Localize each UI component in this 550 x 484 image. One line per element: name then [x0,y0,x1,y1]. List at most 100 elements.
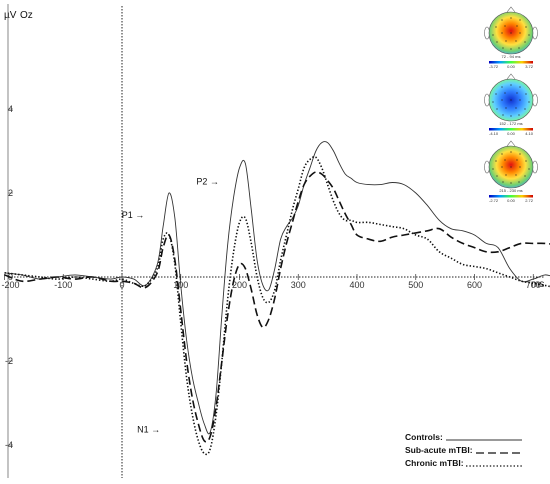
topo-electrode [519,32,521,34]
x-tick-label: 200 [232,280,247,290]
topo-scale-label: 0.00 [507,131,516,136]
topo-electrode [510,166,512,168]
topo-electrode [510,17,512,19]
x-tick-label: 500 [408,280,423,290]
topo-electrode [510,48,512,50]
topo-map: 152 - 172 ms-4.10 0.00 4.10 [484,73,538,136]
peak-label: N1 → [137,424,160,434]
topo-electrode [505,107,507,109]
topo-electrode [525,26,527,28]
topo-electrode [492,168,494,170]
topo-electrode [518,47,520,49]
topo-electrode [518,181,520,183]
series-line-2 [4,171,550,443]
y-tick-label: 2 [8,188,13,198]
topo-electrode [510,115,512,117]
topo-electrode [515,107,517,109]
topo-scale-label: 2.72 [525,198,534,203]
x-tick-label: 300 [291,280,306,290]
y-unit-label: µV [4,10,17,21]
topo-electrode [496,175,498,177]
series-lines [4,141,550,456]
x-tick-label: 700 [526,280,541,290]
x-tick-label: 600 [467,280,482,290]
topo-scale-label: 0.00 [507,64,516,69]
topo-electrode [501,166,503,168]
topo-electrode [495,160,497,162]
topo-scale-label: 4.10 [525,131,534,136]
topographic-maps: 72 - 94 ms-3.72 0.00 3.72 152 - 172 ms-4.10… [484,6,538,203]
topo-electrode [515,40,517,42]
topo-color-scale [489,195,533,198]
topo-electrode [501,99,503,101]
topo-electrode [501,86,503,88]
x-tick-label: 400 [349,280,364,290]
topo-electrode [519,86,521,88]
topo-electrode [519,19,521,21]
topo-map: 215 - 230 ms-2.72 0.00 2.72 [484,140,538,203]
x-unit-label: ms [531,279,544,290]
topo-electrode [505,40,507,42]
topo-scale-label: -3.72 [489,64,499,69]
topo-electrode [502,114,504,116]
topo-electrode [516,92,518,94]
topo-electrode [519,166,521,168]
y-tick-label: -4 [5,440,13,450]
peak-label: P1 → [122,210,145,220]
topo-scale-label: -4.10 [489,131,499,136]
x-tick-label: -200 [1,280,19,290]
topo-electrode [516,25,518,27]
topo-electrode [525,160,527,162]
topo-electrode [528,168,530,170]
legend-entry-label: Chronic mTBI: [405,458,464,468]
topo-electrode [496,108,498,110]
series-line-1 [4,141,550,435]
topo-electrode [505,174,507,176]
topo-electrode [501,19,503,21]
x-tick-label: -100 [54,280,72,290]
topo-electrode [528,34,530,36]
topo-electrode [516,159,518,161]
y-tick-label: -2 [5,356,13,366]
topo-electrode [504,92,506,94]
legend-entry-label: Sub-acute mTBI: [405,445,473,455]
topo-electrode [501,153,503,155]
topo-electrode [515,174,517,176]
topo-electrode [504,25,506,27]
topo-electrode [510,151,512,153]
topo-nose [506,73,516,80]
topo-color-scale [489,128,533,131]
topo-electrode [518,114,520,116]
topo-nose [506,140,516,147]
topo-caption: 152 - 172 ms [499,121,522,126]
peak-label: P2 → [196,177,219,187]
topo-scale-label: -2.72 [489,198,499,203]
topo-scale-label: 3.72 [525,64,534,69]
topo-electrode [510,84,512,86]
topo-color-scale [489,61,533,64]
topo-electrode [496,41,498,43]
topo-electrode [510,99,512,101]
topo-electrode [525,93,527,95]
topo-electrode [519,99,521,101]
topo-caption: 215 - 230 ms [499,188,522,193]
topo-electrode [510,182,512,184]
topo-electrode [524,108,526,110]
axes [7,4,544,478]
topo-scale-label: 0.00 [507,198,516,203]
topo-electrode [492,101,494,103]
topo-electrode [492,34,494,36]
topo-electrode [519,153,521,155]
chart-title: Oz [20,10,33,21]
topo-nose [506,6,516,13]
topo-electrode [510,32,512,34]
topo-electrode [528,101,530,103]
topo-electrode [524,41,526,43]
topo-map: 72 - 94 ms-3.72 0.00 3.72 [484,6,538,69]
series-line-3 [4,156,550,456]
topo-electrode [502,47,504,49]
topo-electrode [502,181,504,183]
legend-entry-label: Controls: [405,432,443,442]
topo-electrode [504,159,506,161]
